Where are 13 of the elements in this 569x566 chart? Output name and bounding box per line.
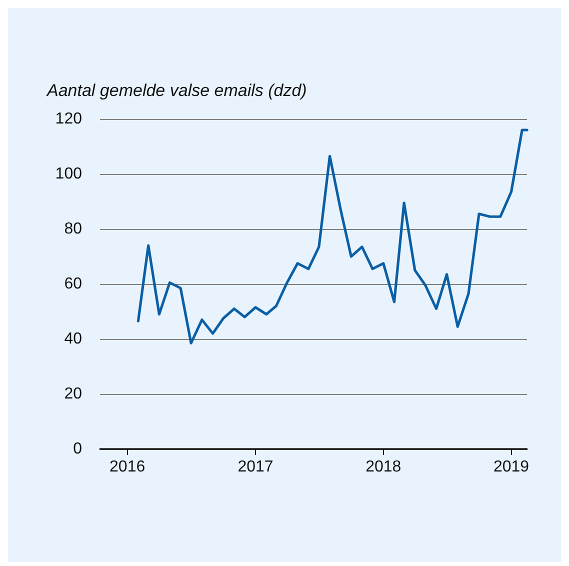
- y-tick-label: 80: [64, 220, 82, 238]
- x-tick-label: 2017: [238, 458, 274, 476]
- y-tick-label: 0: [73, 440, 82, 458]
- line-series: [136, 128, 528, 344]
- x-tick-label: 2016: [110, 458, 146, 476]
- y-tick-label: 120: [55, 110, 82, 128]
- y-tick-label: 20: [64, 386, 82, 402]
- y-axis-title: Aantal gemelde valse emails (dzd): [46, 81, 307, 100]
- x-tick-label: 2019: [493, 458, 530, 476]
- y-tick-label: 60: [64, 276, 82, 292]
- y-tick-label: 100: [55, 166, 82, 182]
- x-tick-label: 2018: [366, 458, 402, 476]
- y-tick-label: 40: [64, 330, 82, 348]
